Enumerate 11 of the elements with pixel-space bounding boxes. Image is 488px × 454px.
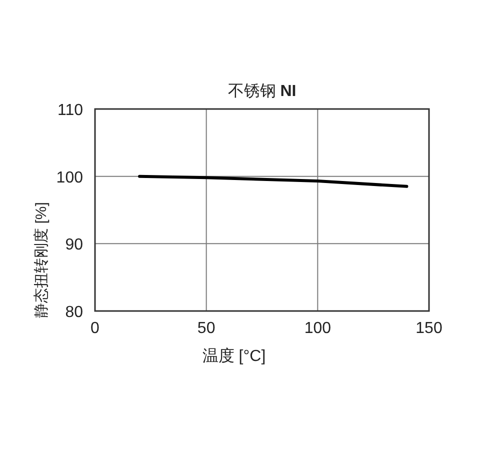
ytick: 110 <box>57 102 83 119</box>
xtick: 150 <box>416 320 442 337</box>
xtick: 50 <box>197 320 216 337</box>
xtick: 100 <box>304 320 332 337</box>
ytick: 80 <box>65 304 83 321</box>
ylabel: 静态扭转刚度 [%] <box>33 202 50 318</box>
ytick: 90 <box>65 236 83 254</box>
xtick: 0 <box>90 320 100 337</box>
title: 不锈钢 NI <box>228 83 296 100</box>
ytick: 100 <box>56 169 83 186</box>
xlabel: 温度 [°C] <box>202 348 266 365</box>
